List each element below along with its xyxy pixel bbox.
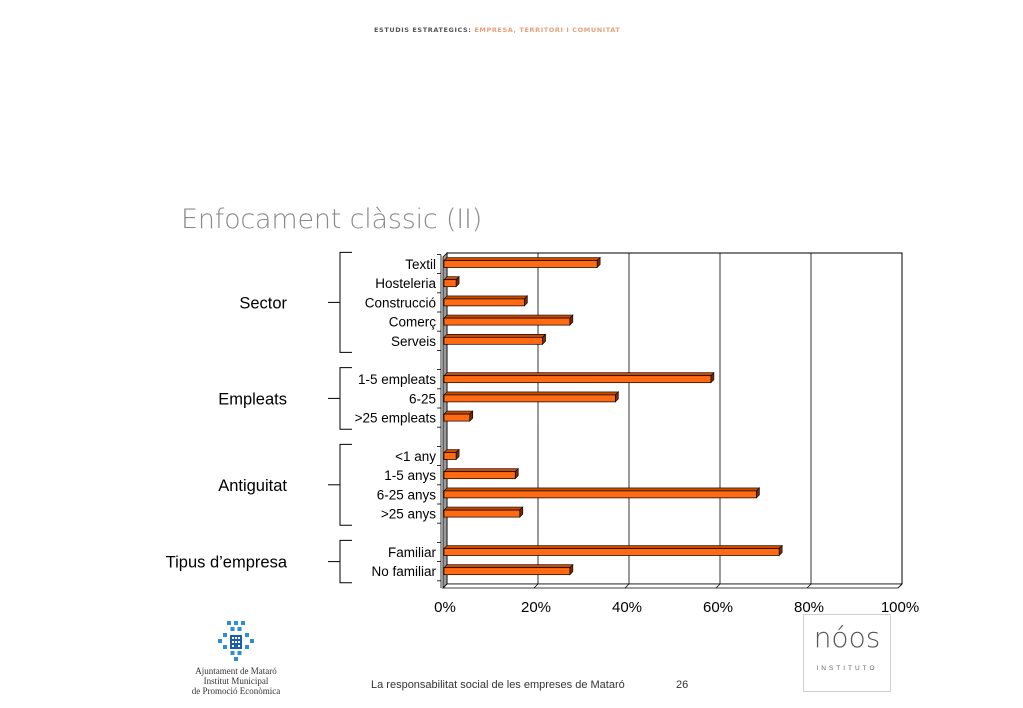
- bar: [443, 490, 757, 499]
- category-label: No familiar: [371, 564, 436, 579]
- x-tick-label: 60%: [703, 599, 733, 616]
- category-label: 1-5 empleats: [358, 372, 436, 387]
- bar: [443, 336, 543, 345]
- bar: [443, 298, 525, 307]
- x-tick-mark: [624, 583, 630, 589]
- plot-area: [446, 252, 903, 585]
- x-tick-mark: [715, 583, 721, 589]
- category-label: Hosteleria: [375, 276, 436, 291]
- bar-top: [443, 257, 601, 261]
- x-tick-mark: [897, 583, 903, 589]
- page-number: 26: [676, 679, 689, 691]
- bar: [443, 567, 571, 576]
- bar-top: [443, 410, 474, 415]
- bar: [443, 375, 712, 384]
- category-label: >25 anys: [381, 507, 436, 522]
- x-tick-mark: [806, 583, 812, 589]
- x-tick-label: 100%: [881, 599, 919, 616]
- bar: [443, 413, 471, 422]
- category-label: Familiar: [388, 545, 437, 560]
- group-bracket: [339, 367, 352, 430]
- bar: [443, 260, 598, 268]
- bar: [443, 279, 457, 288]
- municipal-line-2: Institut Municipal: [203, 676, 269, 686]
- noos-logo-sub: INSTITUTO: [816, 665, 878, 672]
- municipal-line-3: de Promoció Econòmica: [191, 686, 281, 696]
- bar-top: [443, 314, 574, 319]
- group-label: Empleats: [218, 390, 287, 408]
- bar-top: [443, 333, 547, 338]
- x-tick-label: 20%: [521, 599, 551, 616]
- bar: [443, 548, 780, 556]
- report-header-main: ESTUDIS ESTRATEGICS:: [374, 26, 472, 34]
- group-bracket: [339, 443, 352, 526]
- noos-logo-word: nóos: [813, 621, 881, 654]
- group-label: Sector: [239, 294, 287, 312]
- bar: [443, 317, 571, 326]
- x-tick-label: 40%: [612, 599, 642, 616]
- category-label: <1 any: [395, 449, 436, 464]
- slide-title: Enfocament clàssic (II): [181, 204, 483, 235]
- group-label: Antiguitat: [218, 477, 287, 495]
- footer-text: La responsabilitat social de les emprese…: [371, 679, 625, 691]
- category-label: >25 empleats: [355, 411, 437, 426]
- plot-floor: [442, 583, 903, 589]
- bar-top: [443, 506, 524, 511]
- category-label: Serveis: [391, 334, 436, 349]
- x-tick-mark: [442, 583, 448, 589]
- noos-logo: nóos INSTITUTO: [803, 614, 891, 692]
- x-tick-mark: [533, 583, 539, 589]
- bar-top: [443, 391, 620, 396]
- bar-top: [443, 545, 783, 549]
- group-label: Tipus d’empresa: [166, 554, 288, 572]
- group-bracket: [339, 251, 352, 353]
- municipal-logo-text: Ajuntament de Mataró Institut Municipal …: [180, 666, 292, 696]
- municipal-line-1: Ajuntament de Mataró: [195, 666, 277, 676]
- category-label: Comerç: [389, 315, 437, 330]
- report-header: ESTUDIS ESTRATEGICS: EMPRESA, TERRITORI …: [374, 26, 620, 34]
- group-bracket: [339, 539, 352, 584]
- category-label: Construcció: [365, 295, 436, 310]
- bar: [443, 471, 516, 480]
- bar-top: [443, 468, 519, 473]
- category-label: 6-25 anys: [377, 487, 437, 502]
- category-label: 1-5 anys: [384, 468, 436, 483]
- category-label: 6-25: [409, 391, 436, 406]
- bar-top: [443, 487, 761, 492]
- x-tick-label: 0%: [434, 599, 456, 616]
- report-header-sub: EMPRESA, TERRITORI I COMUNITAT: [471, 26, 621, 34]
- category-label: Textil: [405, 257, 436, 272]
- bar: [443, 452, 457, 460]
- municipal-logo-icon: [218, 621, 254, 661]
- bar: [443, 394, 616, 403]
- bar-top: [443, 372, 715, 377]
- bar-top: [443, 295, 529, 300]
- bar-top: [443, 564, 574, 569]
- bar: [443, 509, 521, 518]
- x-tick-label: 80%: [794, 599, 824, 616]
